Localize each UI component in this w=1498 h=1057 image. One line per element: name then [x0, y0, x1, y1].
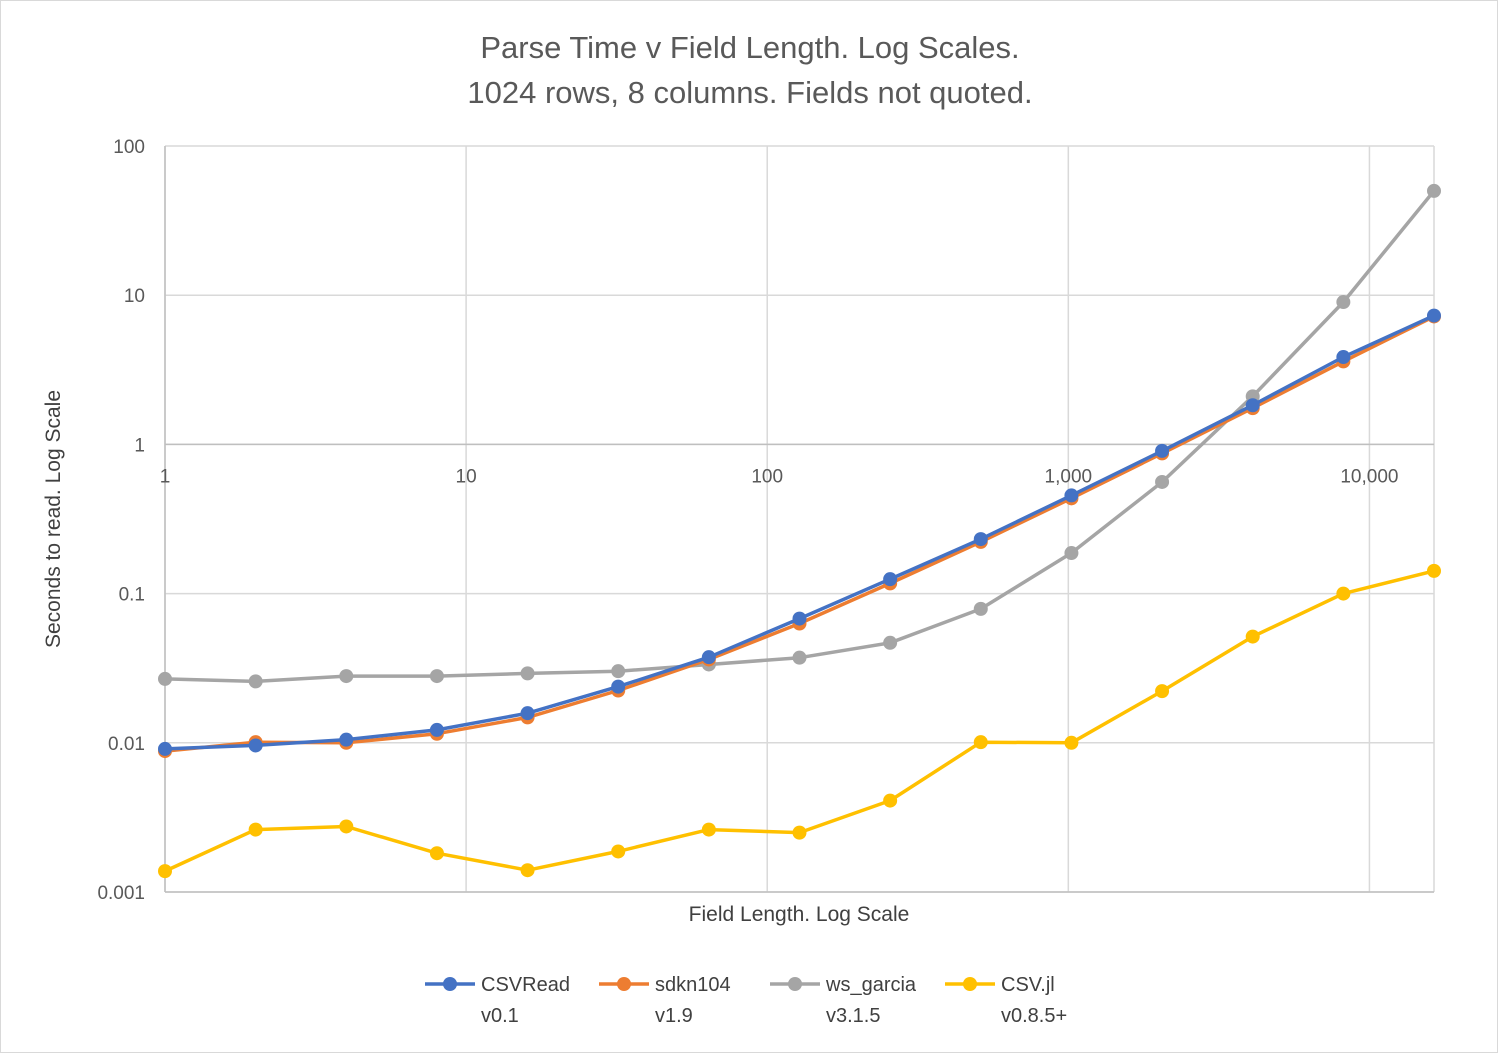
data-point: [973, 601, 988, 616]
data-point: [792, 650, 807, 665]
y-axis-tick-labels: 0.001 0.01 0.1 1 10 100: [97, 137, 145, 904]
y-axis-title: Seconds to read. Log Scale: [42, 390, 65, 648]
legend: CSVRead v0.1 sdkn104 v1.9 ws_garcia v3.1.5 CSV…: [425, 974, 1067, 1027]
data-point: [429, 846, 444, 861]
data-point: [611, 844, 626, 859]
data-point: [1336, 295, 1351, 310]
x-axis-tick-labels: 1 10 100 1,000 10,000: [160, 466, 1399, 487]
data-point: [1245, 629, 1260, 644]
legend-marker: [443, 977, 457, 991]
data-point: [158, 741, 172, 756]
legend-version: v3.1.5: [826, 1005, 880, 1027]
data-point: [1064, 488, 1079, 503]
data-point: [792, 825, 807, 840]
legend-marker: [617, 977, 631, 991]
y-tick-label: 0.1: [119, 585, 145, 606]
data-point: [429, 669, 444, 684]
chart-title-group: Parse Time v Field Length. Log Scales. 1…: [467, 30, 1032, 110]
legend-label: CSVRead: [481, 974, 570, 996]
chart-title: Parse Time v Field Length. Log Scales.: [480, 30, 1019, 65]
legend-label: sdkn104: [655, 974, 731, 996]
legend-version: v1.9: [655, 1005, 693, 1027]
y-tick-label: 100: [113, 137, 145, 158]
gridlines: [164, 145, 1435, 893]
series-line: [164, 189, 1436, 684]
data-point: [1336, 350, 1351, 365]
series-line: [164, 314, 1435, 751]
legend-marker: [963, 977, 977, 991]
data-point: [1427, 183, 1441, 198]
x-tick-label: 10: [456, 466, 477, 487]
data-point: [520, 706, 535, 721]
y-tick-label: 0.001: [97, 883, 145, 904]
legend-label: CSV.jl: [1001, 974, 1055, 996]
x-axis-title: Field Length. Log Scale: [689, 903, 910, 926]
data-point: [1336, 586, 1351, 601]
chart-subtitle: 1024 rows, 8 columns. Fields not quoted.: [467, 75, 1032, 110]
data-point: [158, 864, 172, 879]
series-line: [164, 314, 1435, 753]
data-point: [611, 679, 626, 694]
data-point: [248, 674, 263, 689]
data-point: [520, 863, 535, 878]
data-point: [1155, 684, 1170, 699]
data-point: [883, 635, 898, 650]
data-point: [1064, 546, 1079, 561]
series-sdkn104: [158, 309, 1441, 759]
data-point: [1427, 308, 1441, 323]
x-tick-label: 1,000: [1045, 466, 1093, 487]
legend-item-CSV.jl: CSV.jl v0.8.5+: [945, 974, 1067, 1027]
series-layer: [158, 183, 1441, 879]
data-point: [339, 732, 354, 747]
data-point: [701, 822, 716, 837]
series-CSVRead: [158, 308, 1441, 756]
legend-item-ws_garcia: ws_garcia v3.1.5: [770, 974, 917, 1027]
x-tick-label: 1: [160, 466, 171, 487]
y-tick-label: 10: [124, 286, 145, 307]
data-point: [248, 822, 263, 837]
data-point: [973, 532, 988, 547]
y-tick-label: 0.01: [108, 734, 145, 755]
data-point: [611, 664, 626, 679]
y-tick-label: 1: [134, 435, 145, 456]
data-point: [429, 722, 444, 737]
legend-version: v0.8.5+: [1001, 1005, 1067, 1027]
data-point: [1064, 735, 1079, 750]
data-point: [339, 669, 354, 684]
legend-marker: [788, 977, 802, 991]
data-point: [1245, 398, 1260, 413]
data-point: [248, 738, 263, 753]
data-point: [339, 819, 354, 834]
data-point: [158, 671, 172, 686]
data-point: [792, 611, 807, 626]
series-CSV.jl: [158, 563, 1441, 879]
legend-item-CSVRead: CSVRead v0.1: [425, 974, 570, 1027]
data-point: [520, 666, 535, 681]
x-tick-label: 10,000: [1340, 466, 1398, 487]
data-point: [701, 650, 716, 665]
legend-version: v0.1: [481, 1005, 519, 1027]
legend-item-sdkn104: sdkn104 v1.9: [599, 974, 731, 1027]
x-tick-label: 100: [751, 466, 783, 487]
legend-label: ws_garcia: [825, 974, 917, 996]
data-point: [883, 793, 898, 808]
data-point: [883, 572, 898, 587]
data-point: [973, 735, 988, 750]
data-point: [1155, 474, 1170, 489]
data-point: [1155, 443, 1170, 458]
data-point: [1427, 563, 1441, 578]
